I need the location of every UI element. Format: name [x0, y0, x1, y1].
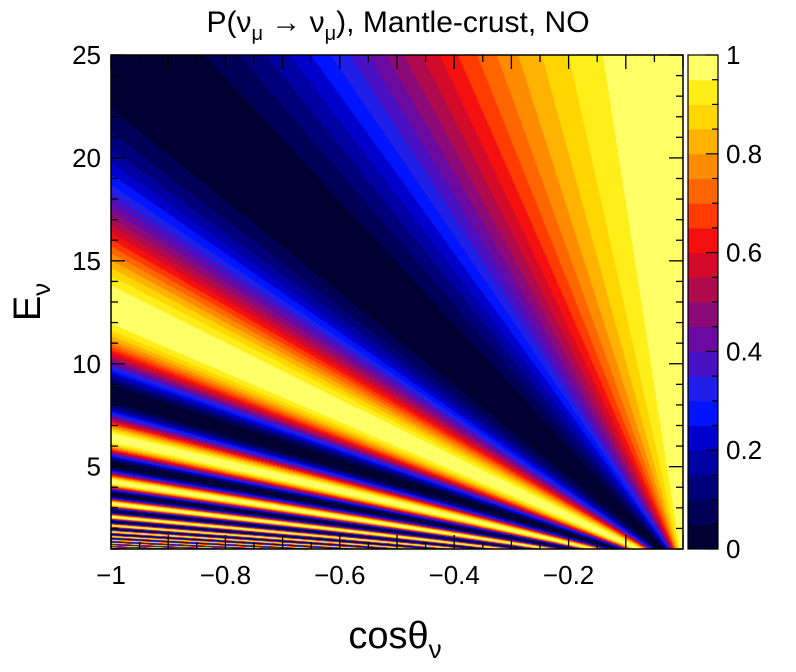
colorbar-band: [688, 400, 718, 426]
y-tick-label: 10: [72, 349, 101, 379]
colorbar-band: [688, 376, 718, 402]
colorbar-band: [688, 252, 718, 278]
colorbar-tick-label: 0.4: [726, 336, 762, 366]
colorbar-tick-label: 1: [726, 40, 740, 70]
y-tick-label: 15: [72, 246, 101, 276]
colorbar-tick-label: 0.8: [726, 139, 762, 169]
x-axis: −1 −0.8 −0.6 −0.4 −0.2: [96, 55, 684, 590]
heatmap-image: [111, 55, 683, 549]
colorbar-tick-label: 0: [726, 534, 740, 564]
y-tick-label: 20: [72, 143, 101, 173]
colorbar-band: [688, 55, 718, 81]
colorbar-band: [688, 326, 718, 352]
y-tick-label: 25: [72, 40, 101, 70]
colorbar-band: [688, 129, 718, 155]
colorbar-band: [688, 425, 718, 451]
y-axis: 5 10 15 20 25: [72, 40, 683, 550]
colorbar-band: [688, 302, 718, 328]
y-tick-label: 5: [87, 452, 101, 482]
x-tick-label: −0.2: [543, 560, 594, 590]
colorbar: [687, 54, 719, 550]
colorbar-tick-label: 0.6: [726, 238, 762, 268]
colorbar-band: [688, 351, 718, 377]
colorbar-band: [688, 79, 718, 105]
colorbar-band: [688, 474, 718, 501]
colorbar-band: [688, 499, 718, 525]
x-tick-label: −0.6: [314, 560, 365, 590]
colorbar-band: [688, 227, 718, 254]
colorbar-axis: 0 0.2 0.4 0.6 0.8 1: [706, 40, 762, 564]
colorbar-band: [688, 153, 718, 179]
chart-title: P(νμ → νμ), Mantle-crust, NO: [206, 6, 589, 45]
colorbar-tick-label: 0.2: [726, 435, 762, 465]
colorbar-band: [688, 450, 718, 476]
colorbar-band: [688, 277, 718, 303]
colorbar-band: [688, 178, 718, 204]
x-axis-title: cosθν: [348, 615, 441, 664]
y-axis-title: Eν: [7, 283, 56, 321]
colorbar-band: [688, 104, 718, 130]
colorbar-band: [688, 203, 718, 229]
x-tick-label: −0.4: [429, 560, 480, 590]
colorbar-band: [688, 524, 718, 550]
x-tick-label: −0.8: [200, 560, 251, 590]
x-tick-label: −1: [96, 560, 126, 590]
